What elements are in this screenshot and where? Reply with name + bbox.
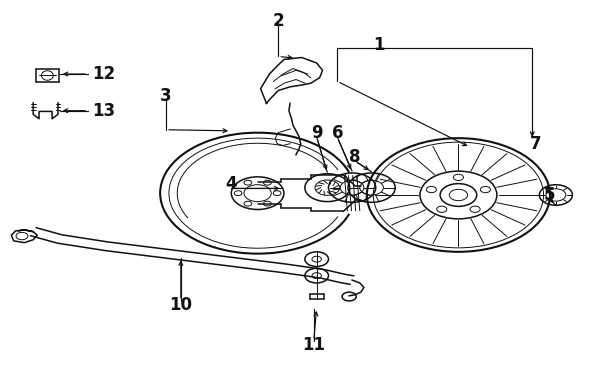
Text: 13: 13 [92,102,115,120]
Text: 3: 3 [160,87,172,105]
Text: 12: 12 [92,65,115,83]
Text: 5: 5 [544,186,556,204]
Text: 7: 7 [529,135,541,153]
Text: 11: 11 [303,336,325,354]
Text: 10: 10 [169,296,192,314]
Text: 6: 6 [332,124,343,142]
Text: 2: 2 [272,12,284,30]
Text: 8: 8 [349,148,361,166]
Text: 9: 9 [311,124,323,142]
Text: 4: 4 [225,175,237,193]
Text: 1: 1 [373,36,384,54]
